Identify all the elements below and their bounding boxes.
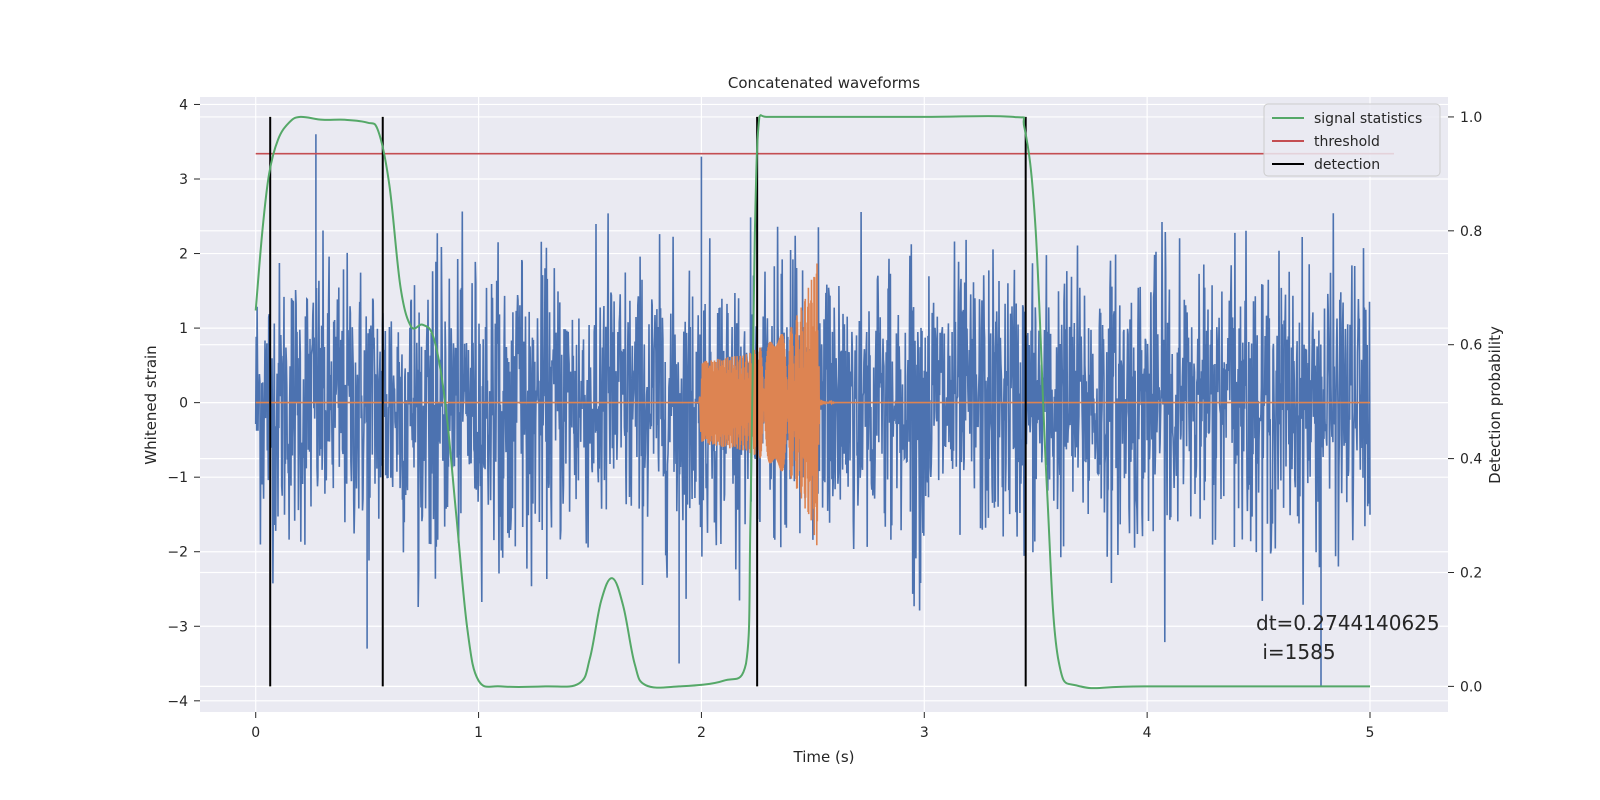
y2-tick-label: 0.4: [1460, 452, 1482, 468]
y-tick-label: −2: [167, 545, 188, 561]
x-axis-label: Time (s): [793, 748, 855, 766]
y-tick-label: 4: [179, 97, 188, 113]
annotation-dt: dt=0.2744140625: [1256, 611, 1440, 635]
x-tick-label: 3: [920, 725, 929, 741]
signal-statistics-line: [254, 114, 1370, 690]
y2-axis-label: Detection probability: [1486, 326, 1504, 484]
y2-tick-label: 0.6: [1460, 338, 1482, 354]
legend-label: signal statistics: [1314, 111, 1422, 127]
y2-tick-label: 1.0: [1460, 110, 1482, 126]
y-tick-label: −4: [167, 694, 188, 710]
y-tick-label: −3: [167, 619, 188, 635]
legend-label: threshold: [1314, 134, 1380, 150]
chart-title: Concatenated waveforms: [728, 74, 920, 92]
x-tick-label: 1: [474, 725, 483, 741]
strain-noise-line: [254, 134, 1371, 686]
y-axis-ticks: −4 −3 −2 −1 0 1 2 3 4: [167, 97, 200, 710]
legend-box: [1263, 103, 1441, 177]
y2-tick-label: 0.2: [1460, 565, 1482, 581]
x-tick-label: 0: [251, 725, 260, 741]
waveform-line: [255, 263, 1370, 546]
legend-label: detection: [1314, 157, 1380, 173]
x-tick-label: 4: [1143, 725, 1152, 741]
y-tick-label: −1: [167, 470, 188, 486]
annotation-i: i=1585: [1256, 640, 1336, 664]
y2-tick-label: 0.0: [1460, 679, 1482, 695]
y-tick-label: 1: [179, 321, 188, 337]
y-axis-label: Whitened strain: [142, 345, 160, 464]
x-tick-label: 5: [1366, 725, 1375, 741]
y-tick-label: 3: [179, 172, 188, 188]
data-layer: [254, 114, 1394, 690]
y-tick-label: 2: [179, 247, 188, 263]
x-tick-label: 2: [697, 725, 706, 741]
y-tick-label: 0: [179, 396, 188, 412]
y2-axis-ticks: 0.0 0.2 0.4 0.6 0.8 1.0: [1448, 110, 1482, 695]
legend: signal statistics threshold detection: [1263, 103, 1441, 177]
y2-tick-label: 0.8: [1460, 224, 1482, 240]
x-axis-ticks: 0 1 2 3 4 5: [251, 712, 1374, 741]
